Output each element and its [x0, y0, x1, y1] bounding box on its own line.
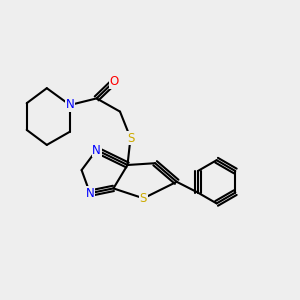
Text: S: S	[140, 192, 147, 205]
Text: N: N	[65, 98, 74, 112]
Text: N: N	[85, 187, 94, 200]
Text: S: S	[127, 131, 134, 145]
Text: N: N	[92, 143, 101, 157]
Text: O: O	[110, 75, 118, 88]
